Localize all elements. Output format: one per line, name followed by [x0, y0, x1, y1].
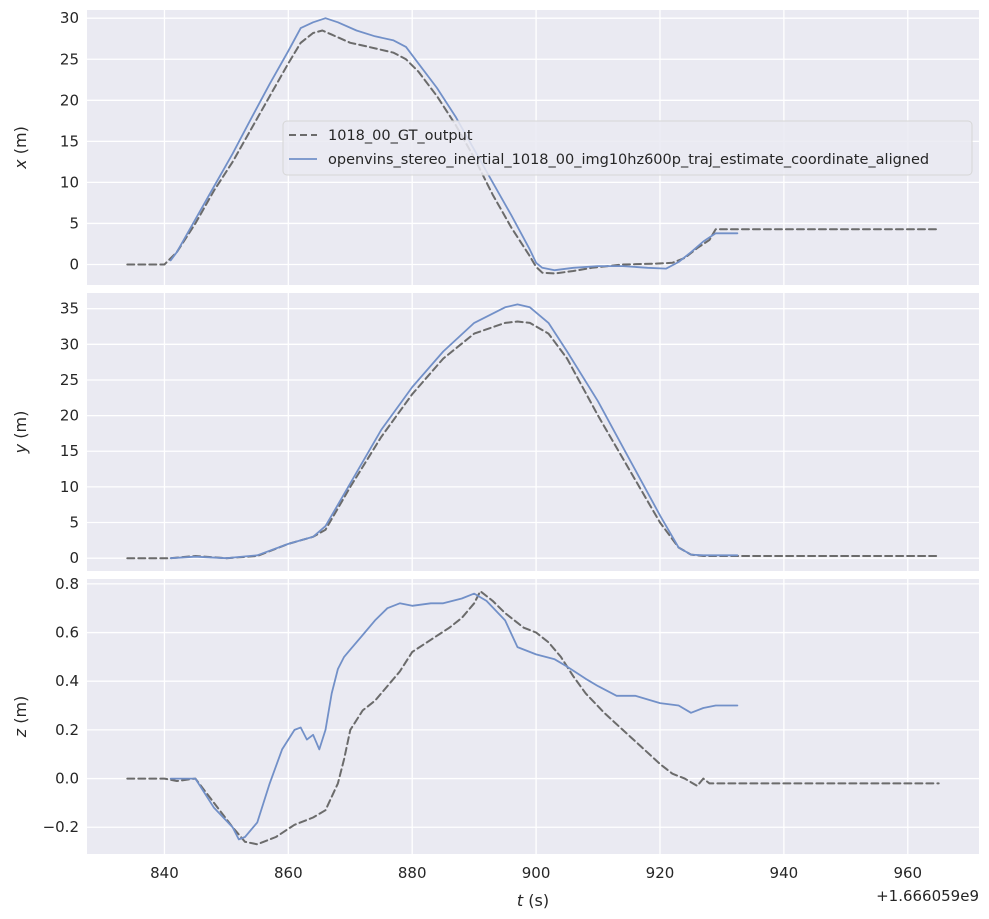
x-axis-offset-label: +1.666059e9	[876, 887, 979, 905]
y-tick-label: 25	[60, 50, 79, 68]
y-tick-label: 15	[60, 132, 79, 150]
y-axis-label: y (m)	[11, 411, 30, 455]
y-tick-label: 20	[60, 407, 79, 425]
y-tick-label: 0.6	[55, 624, 79, 642]
y-tick-label: 30	[60, 335, 79, 353]
plot-background	[87, 293, 979, 571]
legend: 1018_00_GT_output openvins_stereo_inertia…	[282, 120, 973, 176]
x-tick-label: 940	[770, 864, 799, 882]
y-tick-label: 10	[60, 173, 79, 191]
x-tick-label: 860	[274, 864, 303, 882]
panels: 0 5 10 15 20 25 30 x (m) 0 5 10 15 20 25 30 35 y (m) −0.2…	[11, 9, 979, 882]
y-tick-label: 5	[69, 214, 79, 232]
legend-box	[282, 120, 973, 176]
y-tick-label: 25	[60, 371, 79, 389]
x-tick-label: 880	[398, 864, 427, 882]
y-tick-label: 35	[60, 300, 79, 318]
y-tick-label: 0	[69, 255, 79, 273]
legend-label-gt: 1018_00_GT_output	[328, 128, 473, 144]
series-line-est	[169, 303, 739, 560]
x-tick-label: 900	[522, 864, 551, 882]
y-tick-label: 15	[60, 442, 79, 460]
legend-label-est: openvins_stereo_inertial_1018_00_img10hz…	[328, 152, 929, 168]
panel-3: −0.2 0.0 0.2 0.4 0.6 0.8 z (m)	[11, 575, 979, 854]
x-axis-label: t (s)	[517, 891, 549, 910]
panel-2: 0 5 10 15 20 25 30 35 y (m)	[11, 293, 979, 571]
x-tick-label: 920	[646, 864, 675, 882]
y-axis-label: z (m)	[11, 696, 30, 739]
y-tick-label: 0.8	[55, 575, 79, 593]
y-tick-label: 5	[69, 514, 79, 532]
series-line-est	[169, 17, 739, 272]
y-tick-label: 20	[60, 91, 79, 109]
y-tick-label: 10	[60, 478, 79, 496]
x-tick-label: 960	[893, 864, 922, 882]
y-tick-label: 0.0	[55, 770, 79, 788]
y-tick-label: 30	[60, 9, 79, 27]
plot-background	[87, 579, 979, 854]
series-line-gt	[126, 590, 940, 846]
y-axis-label: x (m)	[11, 126, 30, 170]
y-tick-label: 0	[69, 549, 79, 567]
y-tick-label: 0.2	[55, 721, 79, 739]
y-tick-label: 0.4	[55, 672, 79, 690]
y-tick-label: −0.2	[43, 818, 79, 836]
series-line-est	[169, 592, 739, 841]
x-tick-label: 840	[150, 864, 179, 882]
